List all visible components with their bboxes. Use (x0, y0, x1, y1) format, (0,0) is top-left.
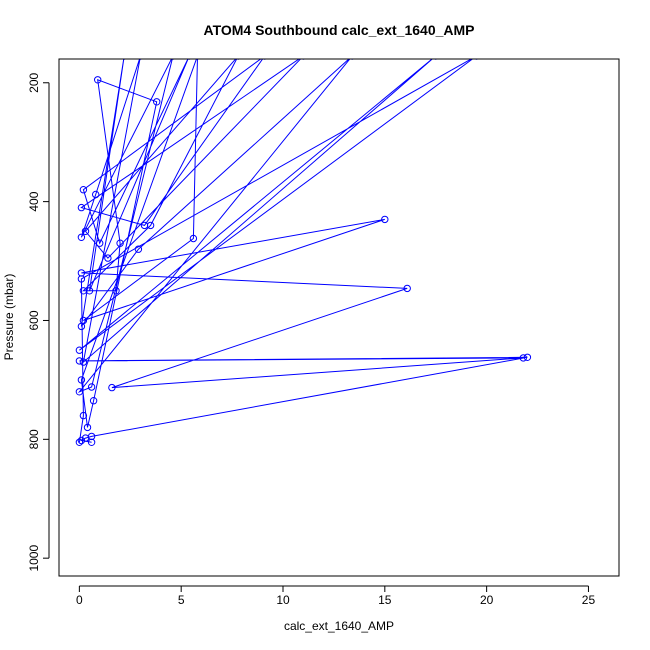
x-axis-label: calc_ext_1640_AMP (284, 619, 394, 633)
data-point (87, 383, 96, 391)
data-point (104, 254, 112, 262)
data-point (403, 284, 411, 293)
y-axis-label: Pressure (mbar) (2, 274, 16, 361)
data-point (134, 245, 143, 253)
y-tick-label: 600 (27, 310, 41, 330)
data-point (96, 239, 104, 247)
data-point (89, 397, 98, 405)
data-point (77, 233, 86, 242)
data-point (75, 388, 84, 396)
x-tick-label: 20 (480, 593, 494, 607)
data-point (77, 436, 86, 445)
data-point (519, 354, 527, 362)
data-point (381, 215, 389, 224)
data-point (75, 438, 84, 446)
plot-area (75, 59, 532, 446)
data-point (79, 411, 88, 420)
data-point (85, 287, 94, 295)
data-point (108, 383, 116, 392)
y-tick-label: 400 (27, 191, 41, 211)
x-tick-label: 10 (276, 593, 290, 607)
data-point (94, 76, 102, 84)
data-point (140, 221, 149, 230)
x-tick-label: 0 (76, 593, 83, 607)
x-tick-label: 15 (378, 593, 392, 607)
data-point (77, 322, 86, 331)
x-axis: 0 5 10 15 20 25 (76, 585, 596, 607)
data-point (79, 358, 88, 366)
data-point (116, 239, 124, 247)
data-point (77, 376, 86, 384)
data-point (87, 438, 96, 446)
y-tick-label: 1000 (27, 545, 41, 572)
data-point (523, 353, 532, 361)
y-axis: 200 400 600 800 1000 (27, 72, 50, 572)
chart-title: ATOM4 Southbound calc_ext_1640_AMP (204, 22, 475, 38)
data-point (112, 287, 120, 295)
plot-frame (58, 58, 620, 577)
x-tick-label: 5 (178, 593, 185, 607)
x-tick-label: 25 (582, 593, 596, 607)
data-point (81, 227, 90, 236)
data-point (83, 423, 92, 432)
data-point (79, 186, 88, 194)
y-tick-label: 800 (27, 429, 41, 449)
data-point (77, 203, 86, 212)
data-point (75, 357, 84, 365)
series-line (77, 59, 528, 443)
data-point (153, 98, 161, 106)
data-point (92, 190, 100, 199)
data-point (75, 346, 84, 354)
data-point (189, 234, 198, 243)
data-point (77, 275, 86, 283)
y-tick-label: 200 (27, 72, 41, 92)
data-point (87, 432, 96, 441)
